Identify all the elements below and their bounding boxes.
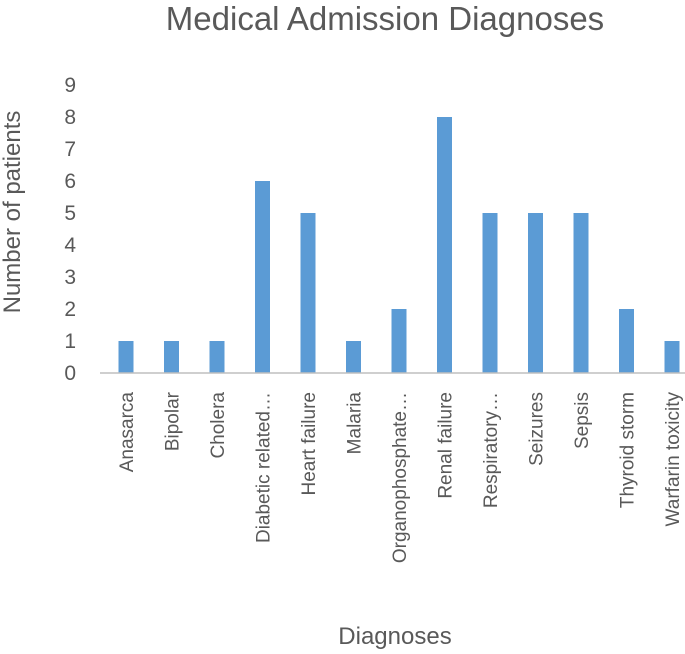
y-tick-label: 3: [64, 266, 76, 289]
y-tick-label: 6: [64, 170, 76, 193]
bar: [482, 213, 498, 373]
x-tick-label: Anasarca: [117, 392, 138, 473]
y-tick-label: 1: [64, 330, 76, 353]
bar: [528, 213, 543, 373]
bar: [619, 309, 634, 373]
chart-title: Medical Admission Diagnoses: [166, 0, 604, 37]
bar: [255, 181, 270, 373]
y-tick-label: 5: [64, 202, 76, 225]
y-tick-label: 7: [64, 138, 76, 161]
bar: [573, 213, 589, 373]
category-labels: Anasarca Bipolar Cholera Diabetic related… H…: [117, 391, 684, 563]
bars: [118, 117, 680, 373]
x-tick-label: Warfarin toxicity: [663, 392, 684, 527]
bar: [164, 341, 179, 373]
y-axis-ticks: 0 1 2 3 4 5 6 7 8 9: [64, 74, 76, 385]
bar: [437, 117, 452, 373]
x-tick-label: Organophosphate…: [390, 392, 411, 563]
x-tick-label: Cholera: [208, 392, 229, 459]
bar: [118, 341, 134, 373]
x-tick-label: Malaria: [345, 392, 366, 455]
bar: [346, 341, 361, 373]
x-tick-label: Heart failure: [299, 392, 320, 496]
bar: [209, 341, 225, 373]
x-axis-title: Diagnoses: [338, 623, 451, 650]
bar: [664, 341, 680, 373]
y-tick-label: 2: [64, 298, 76, 321]
y-tick-label: 4: [64, 234, 76, 257]
x-tick-label: Sepsis: [572, 392, 593, 449]
x-tick-label: Thyroid storm: [618, 392, 639, 508]
x-tick-label: Bipolar: [163, 391, 184, 451]
bar: [391, 309, 407, 373]
y-axis-title: Number of patients: [0, 111, 26, 314]
bar: [300, 213, 316, 373]
x-tick-label: Renal failure: [436, 392, 457, 499]
x-tick-label: Diabetic related…: [254, 392, 275, 543]
y-tick-label: 8: [64, 106, 76, 129]
x-tick-label: Respiratory…: [481, 392, 502, 508]
x-tick-label: Seizures: [527, 392, 548, 466]
y-tick-label: 0: [64, 362, 76, 385]
y-tick-label: 9: [64, 74, 76, 97]
